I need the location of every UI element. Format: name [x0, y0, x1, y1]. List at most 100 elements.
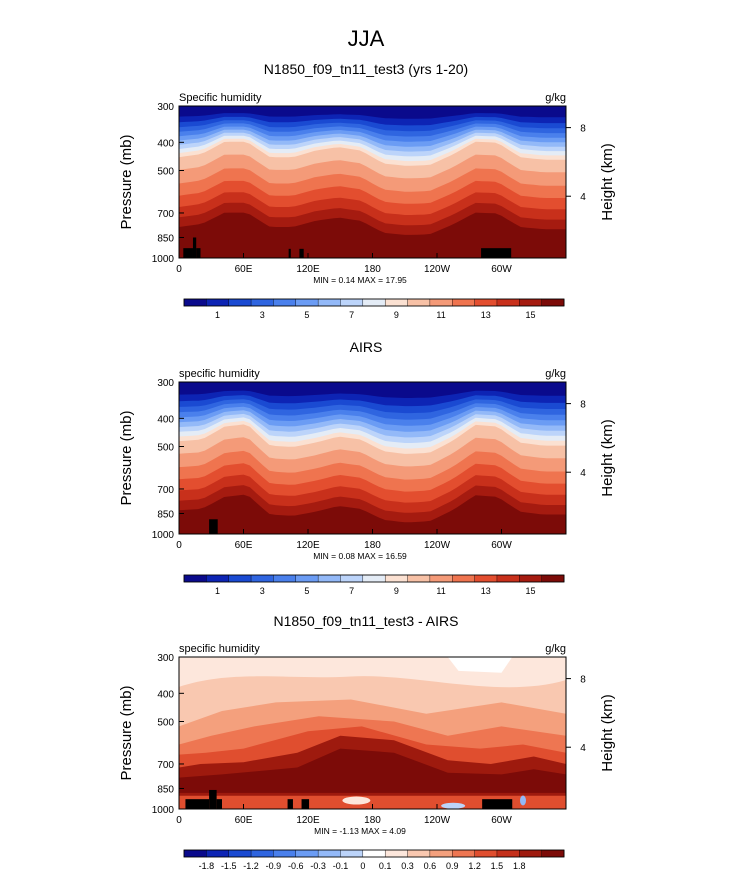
panel-1: N1850_f09_tn11_test3 (yrs 1-20) Specific … — [118, 61, 616, 320]
x-tick-label: 180 — [364, 815, 381, 826]
min-max-stats: MIN = 0.14 MAX = 17.95 — [313, 275, 407, 285]
colorbar-box — [496, 849, 520, 858]
x-tick-label: 0 — [176, 264, 182, 275]
units-label: g/kg — [545, 643, 566, 655]
height-tick-label: 4 — [580, 468, 586, 479]
x-tick-label: 60W — [491, 264, 512, 275]
colorbar-box — [384, 298, 409, 307]
terrain-mask — [299, 248, 304, 258]
colorbar-box — [340, 849, 364, 858]
right-axis-label: Height (km) — [599, 694, 616, 772]
colorbar-box — [429, 849, 453, 858]
terrain-mask — [183, 248, 193, 258]
x-tick-label: 60W — [491, 540, 512, 551]
x-tick-label: 60E — [235, 264, 253, 275]
colorbar-box — [228, 574, 252, 583]
colorbar-box — [519, 849, 543, 858]
terrain-mask — [482, 799, 513, 809]
colorbar-box — [541, 849, 565, 858]
colorbar-box — [295, 849, 319, 858]
colorbar-label: 1 — [215, 586, 220, 596]
colorbar-label: 1.2 — [468, 861, 481, 871]
colorbar-box — [250, 574, 274, 583]
colorbar-box — [250, 849, 274, 858]
y-axis-label: Pressure (mb) — [118, 410, 135, 505]
colorbar-frame — [183, 298, 565, 307]
variable-label: Specific humidity — [179, 92, 262, 104]
colorbar-label: 1 — [215, 310, 220, 320]
terrain-mask — [196, 248, 201, 258]
colorbar-box — [452, 574, 476, 583]
colorbar-box — [295, 574, 319, 583]
colorbar-box — [273, 574, 297, 583]
y-tick-label: 850 — [157, 233, 174, 244]
x-tick-label: 120E — [296, 540, 320, 551]
colorbar-box — [250, 298, 274, 307]
colorbar-label: 9 — [394, 310, 399, 320]
y-tick-label: 850 — [157, 509, 174, 520]
colorbar-box — [317, 574, 341, 583]
colorbar-box — [228, 849, 252, 858]
colorbar-box — [384, 574, 409, 583]
units-label: g/kg — [545, 92, 566, 104]
x-tick-label: 60E — [235, 540, 253, 551]
colorbar-box — [362, 298, 386, 307]
colorbar-label: 9 — [394, 586, 399, 596]
y-tick-label: 850 — [157, 784, 174, 795]
colorbar-box — [496, 298, 520, 307]
colorbar-label: 5 — [304, 310, 309, 320]
y-tick-label: 300 — [157, 653, 174, 664]
y-tick-label: 400 — [157, 689, 174, 700]
colorbar-label: -0.6 — [288, 861, 304, 871]
colorbar-label: 3 — [260, 310, 265, 320]
colorbar-box — [407, 849, 431, 858]
colorbar-frame — [183, 574, 565, 583]
contour-fill-band — [342, 796, 371, 805]
y-tick-label: 700 — [157, 209, 174, 220]
contour-fill-band — [179, 748, 566, 793]
colorbar-box — [228, 298, 252, 307]
x-tick-label: 60E — [235, 815, 253, 826]
colorbar-box — [317, 849, 341, 858]
figure-title: JJA — [348, 26, 385, 51]
contour-fill-band — [179, 382, 566, 398]
colorbar-label: -0.3 — [310, 861, 326, 871]
colorbar-label: 7 — [349, 586, 354, 596]
colorbar-box — [206, 849, 230, 858]
colorbar-label: 13 — [481, 310, 491, 320]
variable-label: specific humidity — [179, 643, 260, 655]
terrain-mask — [209, 519, 218, 534]
contour-fill-band — [179, 106, 566, 119]
colorbar-box — [183, 298, 207, 307]
colorbar-box — [474, 298, 498, 307]
height-tick-label: 8 — [580, 124, 586, 135]
height-tick-label: 8 — [580, 675, 586, 686]
terrain-mask — [209, 789, 217, 809]
colorbar-label: 3 — [260, 586, 265, 596]
y-tick-label: 700 — [157, 485, 174, 496]
colorbar-label: -0.9 — [266, 861, 282, 871]
colorbar-label: 15 — [525, 310, 535, 320]
min-max-stats: MIN = 0.08 MAX = 16.59 — [313, 551, 407, 561]
colorbar-label: 13 — [481, 586, 491, 596]
x-tick-label: 180 — [364, 540, 381, 551]
terrain-mask — [287, 799, 293, 809]
y-tick-label: 500 — [157, 442, 174, 453]
colorbar-frame — [183, 849, 565, 858]
panel-3: N1850_f09_tn11_test3 - AIRS specific humi… — [118, 613, 616, 871]
x-tick-label: 120E — [296, 815, 320, 826]
y-tick-label: 1000 — [152, 254, 175, 265]
colorbar-box — [295, 298, 319, 307]
colorbar-box — [474, 574, 498, 583]
colorbar-box — [407, 298, 431, 307]
colorbar-box — [206, 574, 230, 583]
height-tick-label: 4 — [580, 743, 586, 754]
colorbar-label: 11 — [436, 586, 445, 596]
right-axis-label: Height (km) — [599, 143, 616, 221]
colorbar-label: 11 — [436, 310, 445, 320]
x-tick-label: 120W — [424, 540, 451, 551]
colorbar-label: 1.8 — [513, 861, 526, 871]
right-axis-label: Height (km) — [599, 419, 616, 497]
